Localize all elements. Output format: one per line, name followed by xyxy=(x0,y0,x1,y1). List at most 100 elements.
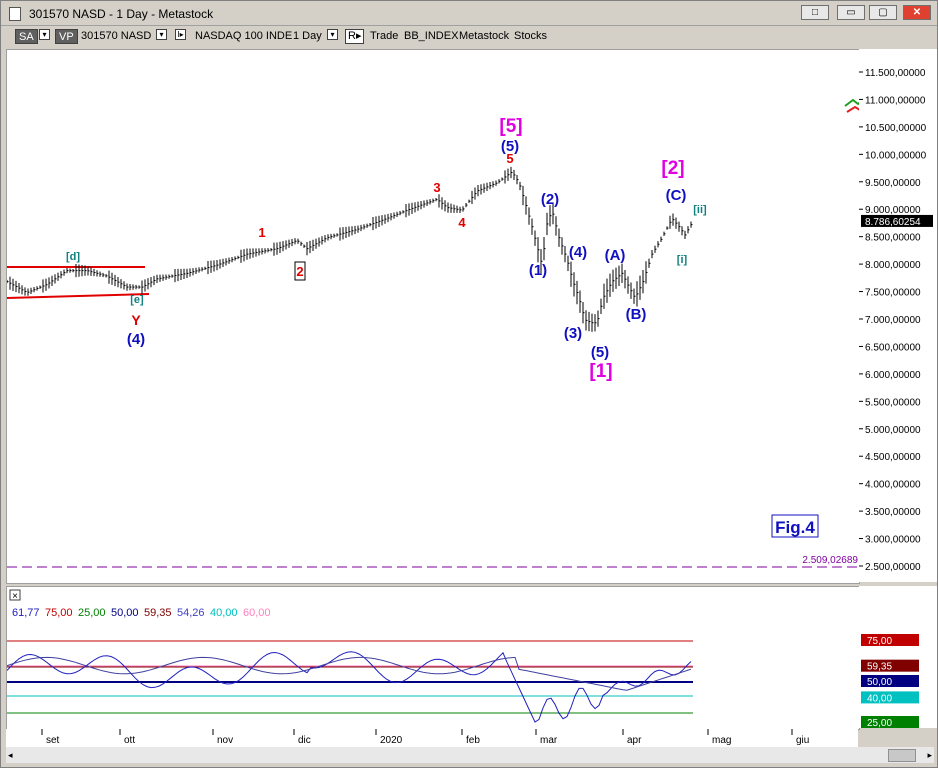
indicator-close-icon[interactable] xyxy=(9,589,21,601)
date-label: dic xyxy=(298,735,311,746)
symbol-label: 301570 NASD xyxy=(81,30,152,42)
date-label: giu xyxy=(796,735,809,746)
indicator-axis-label: 75,00 xyxy=(867,636,892,647)
current-price-box xyxy=(861,214,933,227)
wave-label-d: [d] xyxy=(66,251,80,263)
indicator-axis: 75,00 59,35 50,00 40,00 25,00 xyxy=(859,586,937,729)
price-tick-label: 6.500,00000 xyxy=(865,342,921,353)
wave-label-top2: [2] xyxy=(661,158,684,179)
indicator-legend-value: 59,35 xyxy=(144,607,172,619)
index-label: BB_INDEX xyxy=(404,30,459,42)
date-axis: set ott nov dic 2020 feb mar apr mag giu xyxy=(6,729,858,747)
price-tick-label: 2.500,00000 xyxy=(865,562,921,573)
wave-label-B: (B) xyxy=(626,306,647,323)
fig-label-box xyxy=(771,514,819,538)
vp-button[interactable]: VP xyxy=(55,29,78,44)
price-tick-label: 9.500,00000 xyxy=(865,178,921,189)
price-tick-label: 11.500,00000 xyxy=(865,68,926,79)
indicator-canvas: × 61,77 75,00 25,00 50,00 59,35 54,26 40,00 60,… xyxy=(6,589,693,723)
indicator-axis-tag xyxy=(861,691,919,704)
price-tick-label: 4.000,00000 xyxy=(865,480,921,491)
wave-label-bottom1: [1] xyxy=(589,361,612,382)
indicator-axis-label: 40,00 xyxy=(867,693,892,704)
wave-label-w1: (1) xyxy=(529,262,547,279)
wave-label-r3: 3 xyxy=(433,180,440,195)
indicator-axis-canvas: 75,00 59,35 50,00 40,00 25,00 xyxy=(861,634,919,729)
indicator-legend-value: 25,00 xyxy=(78,607,106,619)
chart-window-icon xyxy=(9,7,21,21)
maximize-button[interactable]: ▢ xyxy=(869,5,897,20)
date-label: feb xyxy=(466,735,480,746)
scroll-right-icon[interactable]: ▸ xyxy=(927,750,932,760)
date-label: apr xyxy=(627,735,642,746)
arrows-icon[interactable] xyxy=(844,96,869,113)
date-label: nov xyxy=(217,735,233,746)
price-tick-label: 11.000,00000 xyxy=(865,95,926,106)
indicator-line-signal xyxy=(6,656,692,691)
date-axis-canvas: set ott nov dic 2020 feb mar apr mag giu xyxy=(41,729,809,746)
support-line-value: 2.509,02689 xyxy=(802,555,858,566)
scroll-thumb[interactable] xyxy=(888,749,916,762)
indicator-legend-value: 75,00 xyxy=(45,607,73,619)
price-tick-label: 8.500,00000 xyxy=(865,233,921,244)
wave-label-r1: 1 xyxy=(258,225,265,240)
wave-label-r2: 2 xyxy=(296,264,303,279)
symbol-dropdown[interactable]: ▾ xyxy=(156,29,167,40)
wave-label-w2: (2) xyxy=(541,191,559,208)
sa-dropdown[interactable]: ▾ xyxy=(39,29,50,40)
window-title: 301570 NASD - 1 Day - Metastock xyxy=(29,7,214,21)
date-label: 2020 xyxy=(380,735,403,746)
wave-label-i: [i] xyxy=(677,254,688,266)
security-step-icon[interactable]: I▸ xyxy=(175,29,186,40)
period-dropdown[interactable]: ▾ xyxy=(327,29,338,40)
wave-label-ii: [ii] xyxy=(693,204,707,216)
sa-button[interactable]: SA xyxy=(15,29,38,44)
price-chart[interactable]: [d] [e] Y (4) 1 2 3 4 5 [5] (5) (1) (2) (4) (3) (5) [1](… xyxy=(6,49,869,584)
security-name: NASDAQ 100 INDE xyxy=(195,30,293,42)
wave-label-w5: (5) xyxy=(591,344,609,361)
scroll-left-icon[interactable]: ◂ xyxy=(8,750,13,760)
date-label: ott xyxy=(124,735,135,746)
indicator-axis-tag xyxy=(861,675,919,687)
price-tick-label: 4.500,00000 xyxy=(865,452,921,463)
channel-bottom-line[interactable] xyxy=(6,293,150,299)
fig-label: Fig.4 xyxy=(775,518,815,537)
wave-label-w3: (3) xyxy=(564,325,582,342)
wave-2-box xyxy=(294,261,306,281)
close-button[interactable]: ✕ xyxy=(903,5,931,20)
title-bar[interactable]: 301570 NASD - 1 Day - Metastock □ ▭ ▢ ✕ xyxy=(1,1,937,26)
restore-button[interactable]: □ xyxy=(801,5,829,20)
indicator-panel[interactable]: × 61,77 75,00 25,00 50,00 59,35 54,26 40,00 60,… xyxy=(6,586,860,730)
price-chart-canvas[interactable]: [d][e]Y(4)12345[5](5)(1)(2)(4)(3)(5)[1](… xyxy=(6,50,869,583)
minimize-button[interactable]: ▭ xyxy=(837,5,865,20)
date-label: mar xyxy=(540,735,558,746)
wave-label-Y: Y xyxy=(131,312,141,328)
price-bars xyxy=(6,166,693,332)
indicator-axis-label: 25,00 xyxy=(867,718,892,728)
date-label: mag xyxy=(712,735,731,746)
price-axis[interactable]: 11.500,00000 11.000,00000 10.500,00000 10.0… xyxy=(859,49,937,582)
wave-labels: [d][e]Y(4)12345[5](5)(1)(2)(4)(3)(5)[1](… xyxy=(66,116,707,382)
wave-label-C: (C) xyxy=(666,187,687,204)
date-label: set xyxy=(46,735,60,746)
wave-label-A: (A) xyxy=(605,247,626,264)
wave-label-r5: 5 xyxy=(506,151,513,166)
trade-label[interactable]: Trade xyxy=(370,30,399,42)
price-tick-label: 10.500,00000 xyxy=(865,123,927,134)
indicator-legend-value: 40,00 xyxy=(210,607,238,619)
r-button[interactable]: R▸ xyxy=(345,29,365,44)
indicator-axis-tag xyxy=(861,716,919,728)
indicator-legend-value: 61,77 xyxy=(12,607,40,619)
current-price-label: 8.786,60254 xyxy=(865,217,921,228)
wave-label-r4: 4 xyxy=(458,215,466,230)
chart-toolbar: SA ▾ VP 301570 NASD ▾ I▸ NASDAQ 100 INDE… xyxy=(1,26,937,48)
indicator-axis-tag xyxy=(861,659,919,672)
wave-label-e: [e] xyxy=(130,294,144,306)
wave-label-w4b: (4) xyxy=(569,244,587,261)
r-label: R xyxy=(348,30,356,42)
price-tick-label: 3.000,00000 xyxy=(865,535,921,546)
price-tick-label: 8.000,00000 xyxy=(865,260,921,271)
horizontal-scrollbar[interactable]: ◂ ▸ xyxy=(6,747,934,763)
indicator-legend-value: 60,00 xyxy=(243,607,271,619)
